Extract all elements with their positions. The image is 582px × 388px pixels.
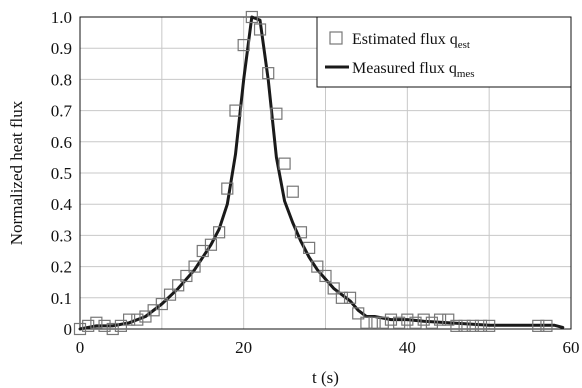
estimated-flux-point: [270, 107, 283, 120]
x-tick-label: 40: [399, 338, 416, 357]
estimated-flux-point: [221, 182, 234, 195]
estimated-flux-point: [172, 279, 185, 292]
estimated-flux-point: [376, 316, 389, 329]
estimated-flux-point: [433, 313, 447, 326]
legend-marker-estimated: [329, 31, 343, 45]
estimated-flux-point: [393, 316, 406, 329]
x-axis-ticks: 0 20 40 60: [76, 338, 580, 357]
legend-entry-estimated-text: Estimated flux q: [352, 31, 458, 48]
y-axis-ticks: 0 0.1 0.2 0.3 0.4 0.5 0.6 0.7 0.8 0.9 1.0: [51, 8, 73, 339]
x-tick-label: 20: [235, 338, 252, 357]
estimated-flux-point: [540, 319, 553, 332]
estimated-flux-point: [253, 23, 267, 36]
estimated-flux-point: [450, 319, 463, 332]
y-tick-label: 0.2: [51, 258, 72, 277]
estimated-flux-point: [474, 319, 488, 332]
y-tick-label: 0: [64, 320, 73, 339]
estimated-flux-point: [483, 319, 496, 332]
estimated-flux-point: [466, 319, 479, 332]
estimated-flux-point: [90, 316, 103, 329]
y-tick-label: 1.0: [51, 8, 72, 27]
legend: Estimated flux qest Measured flux qmes: [316, 16, 572, 88]
legend-entry-measured: Measured flux qmes: [352, 60, 475, 80]
estimated-flux-point: [303, 241, 316, 254]
y-tick-label: 0.3: [51, 226, 72, 245]
estimated-flux-point: [458, 319, 471, 332]
estimated-flux-point: [319, 269, 332, 283]
estimated-flux-point: [384, 313, 398, 326]
y-tick-label: 0.5: [51, 164, 72, 183]
estimated-flux-point: [213, 226, 226, 239]
estimated-flux-point: [245, 10, 258, 24]
estimated-flux-point: [327, 282, 340, 295]
y-tick-label: 0.1: [51, 289, 72, 308]
estimated-flux-point: [139, 310, 152, 323]
estimated-flux-point: [417, 313, 430, 326]
y-tick-label: 0.8: [51, 70, 72, 89]
estimated-flux-point: [286, 185, 299, 198]
estimated-flux-point: [294, 226, 308, 239]
estimated-flux-point: [229, 104, 242, 117]
estimated-flux-point: [106, 322, 119, 336]
y-tick-label: 0.4: [51, 195, 73, 214]
estimated-flux-point: [180, 269, 193, 283]
estimated-flux-point: [98, 319, 111, 332]
series-layer: [73, 10, 565, 336]
x-tick-label: 60: [563, 338, 580, 357]
estimated-flux-point: [409, 316, 422, 329]
estimated-flux-point: [335, 291, 348, 304]
legend-entry-measured-text: Measured flux q: [352, 60, 457, 77]
estimated-flux-point: [163, 288, 177, 301]
estimated-flux-point: [311, 260, 324, 273]
estimated-flux-point: [114, 319, 128, 332]
estimated-flux-point: [188, 260, 201, 273]
y-tick-label: 0.9: [51, 39, 72, 58]
estimated-flux-point: [262, 67, 275, 80]
estimated-flux-point: [122, 313, 136, 326]
estimated-flux-point: [204, 238, 218, 251]
estimated-flux-point: [532, 319, 545, 332]
y-tick-label: 0.6: [51, 133, 72, 152]
estimated-flux-point: [368, 316, 381, 329]
estimated-flux-point: [82, 319, 95, 332]
estimated-flux-point: [73, 322, 87, 336]
estimated-flux-point: [343, 291, 357, 304]
estimated-flux-point: [352, 307, 365, 320]
legend-box: [316, 16, 572, 88]
estimated-flux-point: [360, 316, 373, 329]
estimated-flux-point: [131, 313, 144, 326]
estimated-flux-point: [278, 157, 291, 170]
estimated-flux-point: [237, 38, 250, 52]
y-axis-label: Normalized heat flux: [7, 100, 26, 245]
x-tick-label: 0: [76, 338, 85, 357]
estimated-flux-point: [155, 297, 168, 311]
estimated-flux-point: [196, 244, 209, 258]
legend-entry-measured-sub: mes: [457, 68, 475, 80]
legend-entry-estimated: Estimated flux qest: [352, 31, 470, 51]
estimated-flux-point: [425, 316, 438, 329]
estimated-flux-point: [401, 313, 414, 326]
legend-entry-estimated-sub: est: [458, 39, 470, 51]
estimated-flux-point: [147, 304, 160, 317]
x-axis-label: t (s): [312, 368, 339, 387]
y-tick-label: 0.7: [51, 102, 73, 121]
estimated-flux-point: [442, 313, 455, 326]
